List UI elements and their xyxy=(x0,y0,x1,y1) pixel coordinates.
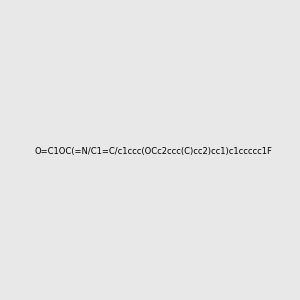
Text: O=C1OC(=N/C1=C/c1ccc(OCc2ccc(C)cc2)cc1)c1ccccc1F: O=C1OC(=N/C1=C/c1ccc(OCc2ccc(C)cc2)cc1)c… xyxy=(35,147,273,156)
